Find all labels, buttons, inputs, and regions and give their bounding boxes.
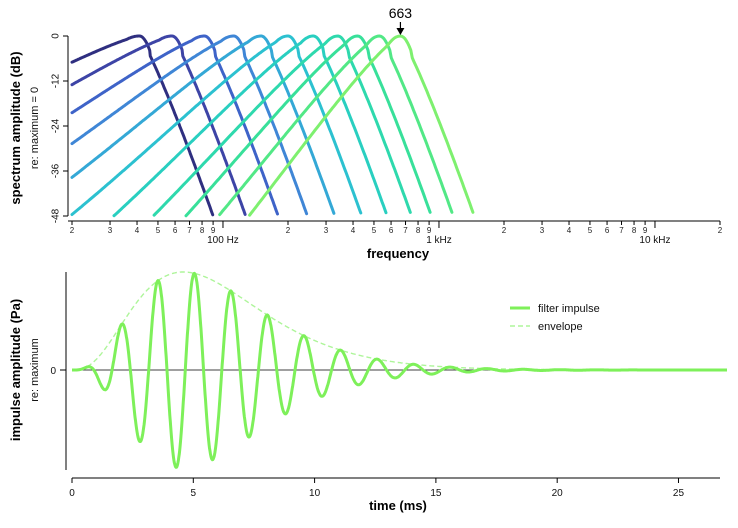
spectrum-curve-530hz [218,34,454,217]
spectrum-x-minor-tick-label: 5 [156,226,161,235]
legend-envelope-label: envelope [538,321,583,333]
spectrum-x-major-tick-label: 100 Hz [207,235,239,246]
spectrum-x-minor-tick-label: 2 [70,226,75,235]
spectrum-panel: 0-12-24-36-48 2 3 4 5 6 7 8 9 2 3 4 5 6 7 8 9 2 3 4 5 6 7 8 9 21… [8,5,723,261]
spectrum-curve-112hz [70,34,309,216]
spectrum-x-label: frequency [367,246,430,261]
impulse-y-label: impulse amplitude (Pa) [8,299,23,441]
peak-annotation-arrow [396,22,405,35]
legend: filter impulse envelope [510,303,600,333]
impulse-x-tick-label: 5 [191,488,197,499]
spectrum-x-minor-tick-label: 4 [567,226,572,235]
spectrum-y-ticks: 0 -12 -24 -36 -48 [51,33,68,223]
impulse-y-tick-label: 0 [50,366,56,377]
spectrum-x-minor-tick-label: 2 [718,226,723,235]
spectrum-x-minor-tick-label: 8 [632,226,637,235]
impulse-x-tick-label: 20 [552,488,564,499]
spectrum-y-tick-label: -36 [51,163,62,178]
spectrum-y-label: spectrum amplitude (dB) [8,51,23,204]
spectrum-x-minor-tick-label: 9 [643,226,648,235]
impulse-x-tick-label: 10 [309,488,321,499]
spectrum-x-minor-tick-label: 7 [619,226,624,235]
envelope-curve [72,271,727,371]
spectrum-x-major-tick-label: 1 kHz [426,235,452,246]
spectrum-x-minor-tick-label: 2 [286,226,291,235]
spectrum-x-minor-tick-label: 3 [108,226,113,235]
spectrum-x-minor-tick-label: 4 [351,226,356,235]
impulse-panel: 0 5 10 15 20 25 0 filter impulse envelope imp… [8,271,727,513]
impulse-x-tick-label: 15 [430,488,442,499]
spectrum-x-minor-tick-label: 6 [173,226,178,235]
spectrum-curve-262hz [112,34,388,218]
spectrum-curves [70,34,475,218]
legend-impulse-label: filter impulse [538,303,600,315]
spectrum-x-minor-tick-label: 2 [502,226,507,235]
spectrum-x-minor-tick-label: 8 [416,226,421,235]
spectrum-x-minor-tick-label: 7 [403,226,408,235]
peak-annotation-label: 663 [389,5,413,21]
spectrum-curve-420hz [184,34,432,218]
impulse-x-tick-label: 0 [69,488,75,499]
impulse-y-sublabel: re: maximum [29,338,41,402]
spectrum-x-minor-tick-label: 6 [605,226,610,235]
spectrum-curve-663hz [248,34,475,217]
spectrum-y-tick-label: -48 [51,208,62,223]
spectrum-curve-41hz [70,34,215,217]
spectrum-y-sublabel: re: maximum = 0 [29,87,41,169]
impulse-x-label: time (ms) [369,498,427,513]
spectrum-curve-340hz [152,34,412,217]
impulse-x-ticks: 0 5 10 15 20 25 [69,478,684,499]
spectrum-y-tick-label: -24 [51,118,62,133]
spectrum-x-minor-tick-label: 4 [135,226,140,235]
spectrum-x-minor-tick-label: 6 [389,226,394,235]
spectrum-x-minor-tick-label: 9 [211,226,216,235]
spectrum-x-minor-tick-label: 5 [588,226,593,235]
spectrum-x-minor-tick-label: 9 [427,226,432,235]
spectrum-x-major-tick-label: 10 kHz [639,235,670,246]
spectrum-curve-200hz [70,34,363,216]
spectrum-x-minor-tick-label: 3 [324,226,329,235]
impulse-x-tick-label: 25 [673,488,685,499]
spectrum-x-minor-tick-label: 5 [372,226,377,235]
spectrum-y-tick-label: 0 [51,33,62,39]
spectrum-curve-58hz [70,34,247,216]
spectrum-x-minor-tick-label: 8 [200,226,205,235]
spectrum-y-tick-label: -12 [51,73,62,88]
spectrum-x-minor-tick-label: 3 [540,226,545,235]
filter-impulse-curve [72,271,727,469]
spectrum-x-minor-tick-label: 7 [187,226,192,235]
